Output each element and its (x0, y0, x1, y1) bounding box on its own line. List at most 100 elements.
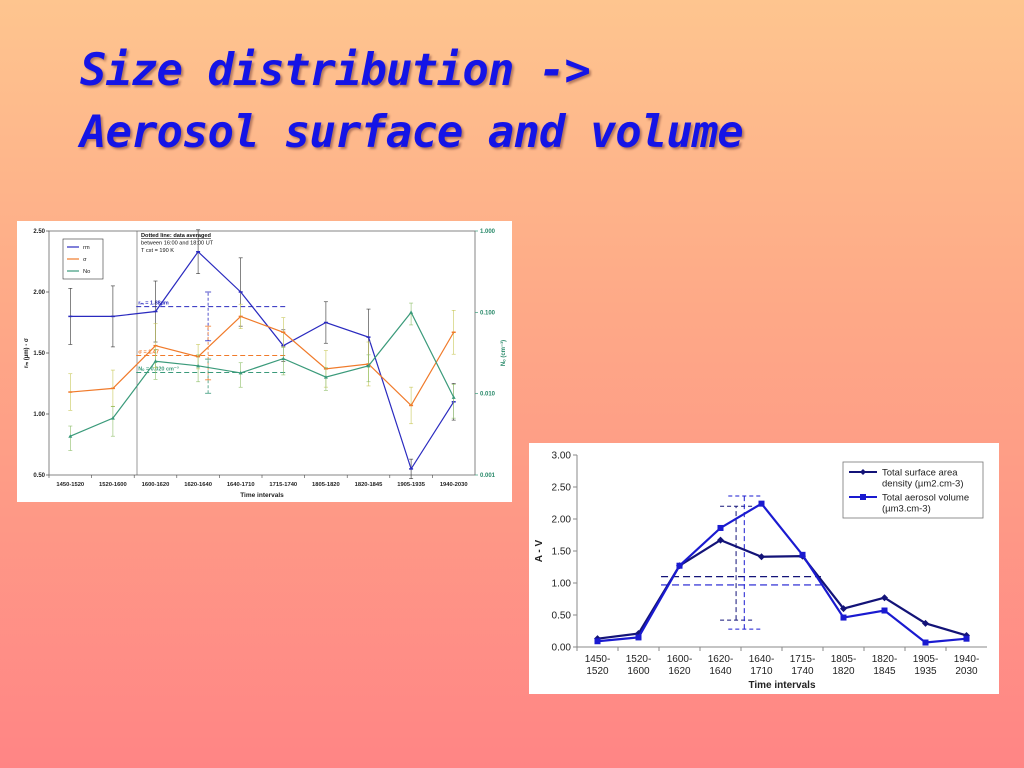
x-tick-label: 1820- (872, 654, 898, 665)
y-tick-label: 1.00 (33, 412, 45, 418)
y-tick-label: 2.00 (33, 290, 45, 296)
surface-volume-chart-panel: 0.00 0.50 1.00 1.50 2.00 2.50 3.00 1450- 1520 152… (529, 443, 999, 694)
y2-tick-label: 0.100 (480, 310, 496, 316)
x-axis-label: Time intervals (240, 492, 284, 499)
x-tick-label: 1520 (586, 666, 609, 677)
legend-label: (µm3.cm-3) (882, 504, 931, 515)
x-tick-label: 1805- (831, 654, 857, 665)
data-point (881, 594, 888, 602)
x-tick-label: 2030 (955, 666, 978, 677)
y-tick-label: 1.50 (33, 351, 45, 357)
x-tick-label: 1600-1620 (142, 482, 170, 488)
x-tick-label: 1905-1935 (397, 482, 425, 488)
data-point (717, 536, 724, 544)
data-point (68, 434, 73, 438)
data-point (758, 553, 765, 561)
slide-title: Size distribution -> Aerosol surface and… (80, 40, 744, 164)
legend-label: No (83, 269, 90, 275)
legend-label: Total surface area (882, 468, 958, 479)
y-tick-label: 0.00 (552, 643, 572, 654)
data-point (409, 310, 414, 314)
y-tick-label: 2.50 (33, 229, 45, 235)
data-point (594, 638, 601, 645)
y2-tick-label: 0.010 (480, 392, 496, 398)
x-tick-label: 1820-1845 (355, 482, 383, 488)
title-line-2: Aerosol surface and volume (80, 107, 744, 158)
x-tick-label: 1450- (585, 654, 611, 665)
data-point (451, 395, 456, 399)
aerosol-volume-line (597, 502, 967, 644)
x-tick-label: 1600- (667, 654, 693, 665)
legend-label: density (µm2.cm-3) (882, 479, 964, 490)
x-tick-label: 1820 (832, 666, 855, 677)
data-point (799, 551, 806, 558)
x-tick-label: 1450-1520 (56, 482, 84, 488)
surface-area-line (597, 538, 967, 640)
x-tick-label: 1640- (749, 654, 775, 665)
annotation-text: T cst = 190 K (141, 248, 174, 254)
x-tick-label: 1715-1740 (269, 482, 297, 488)
legend-marker (860, 469, 866, 475)
y-tick-label: 1.50 (552, 547, 572, 558)
data-point (110, 416, 115, 420)
no-average-line-label: Nₒ = 0.020 cm⁻³ (138, 366, 179, 373)
y-tick-label: 2.00 (552, 515, 572, 526)
data-point (635, 634, 642, 641)
legend: rm σ No (62, 238, 104, 280)
y-tick-label: 2.50 (552, 483, 572, 494)
x-tick-label: 1715- (790, 654, 816, 665)
series-line-rm (70, 250, 455, 471)
plot-area (48, 230, 476, 476)
data-point (323, 375, 328, 379)
y2-tick-label: 1.000 (480, 229, 496, 235)
y-axis-label: A - V (534, 539, 545, 562)
data-point (963, 635, 970, 642)
data-point (717, 524, 724, 531)
surface-volume-chart: 0.00 0.50 1.00 1.50 2.00 2.50 3.00 1450-1520 152… (534, 451, 987, 691)
y-tick-label: 1.00 (552, 579, 572, 590)
x-tick-label: 1940-2030 (440, 482, 468, 488)
x-tick-label: 1905- (913, 654, 939, 665)
y-tick-label: 0.50 (552, 611, 572, 622)
legend-label: σ (83, 257, 87, 263)
size-distribution-chart: 0.50 1.00 1.50 2.00 2.50 0.001 0.010 0.100 1.000… (24, 229, 507, 499)
x-tick-label: 1710 (750, 666, 773, 677)
data-point (366, 363, 371, 368)
x-tick-label: 1620-1640 (184, 482, 212, 488)
y2-tick-label: 0.001 (480, 473, 496, 479)
data-point (881, 607, 888, 614)
legend-marker (860, 494, 866, 500)
rm-average-line-label: rₘ = 1.88µm (138, 301, 169, 307)
title-line-1: Size distribution -> (80, 45, 591, 96)
x-tick-label: 1935 (914, 666, 937, 677)
x-tick-label: 1520-1600 (99, 482, 127, 488)
annotation-text: Dotted line: data averaged (141, 233, 212, 239)
x-tick-label: 1640-1710 (227, 482, 255, 488)
y2-axis-label: Nₒ (cm⁻³) (500, 340, 507, 366)
x-tick-label: 1845 (873, 666, 896, 677)
data-point (840, 605, 847, 613)
data-point (238, 370, 243, 375)
x-axis-label: Time intervals (748, 680, 816, 691)
data-point (153, 359, 158, 363)
series-line-no (70, 311, 455, 437)
annotation-text: between 16:00 and 18:00 UT (141, 241, 214, 247)
data-point (922, 619, 929, 627)
y-tick-label: 3.00 (552, 451, 572, 462)
x-tick-label: 1940- (954, 654, 980, 665)
legend-label: Total aerosol volume (882, 493, 969, 504)
legend-label: rm (83, 245, 90, 251)
x-tick-label: 1600 (627, 666, 650, 677)
data-point (922, 639, 929, 646)
size-distribution-chart-panel: 0.50 1.00 1.50 2.00 2.50 0.001 0.010 0.100 1.000… (17, 221, 512, 502)
data-point (196, 363, 201, 368)
x-tick-label: 1620- (708, 654, 734, 665)
data-point (840, 614, 847, 621)
y-axis-label: rₘ (µm) - σ (24, 338, 30, 368)
x-tick-label: 1620 (668, 666, 691, 677)
x-tick-label: 1640 (709, 666, 732, 677)
x-tick-label: 1520- (626, 654, 652, 665)
data-point (281, 356, 286, 361)
y-tick-label: 0.50 (33, 473, 45, 479)
